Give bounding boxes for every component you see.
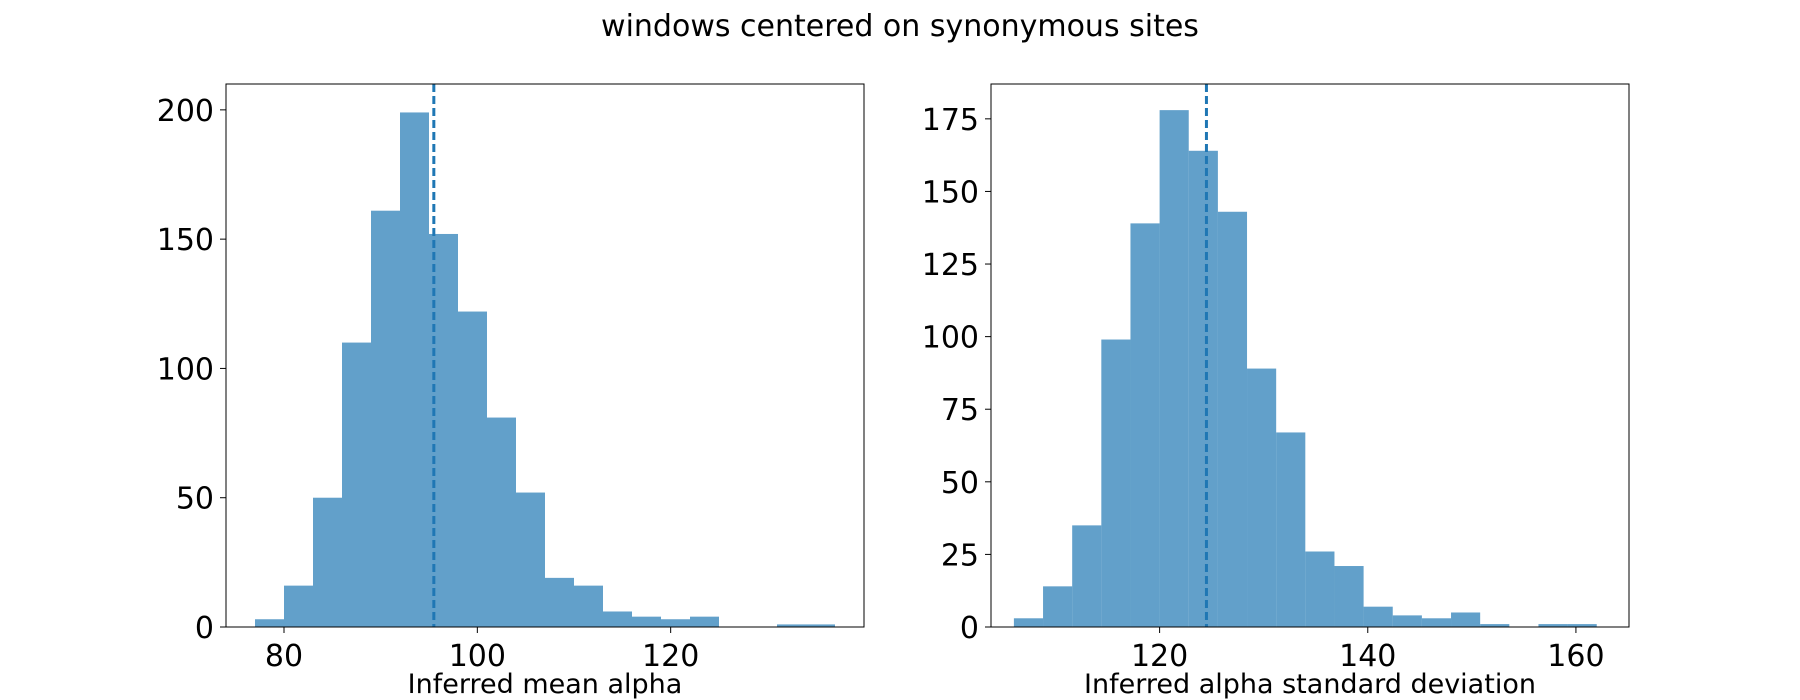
histogram-bar [342,342,371,627]
y-tick-label: 0 [960,611,979,646]
histogram-bar [690,616,719,627]
y-tick-label: 200 [157,94,214,129]
y-tick-label: 100 [922,321,979,356]
x-axis-label: Inferred mean alpha [408,669,683,700]
y-tick-label: 150 [922,175,979,210]
y-tick-label: 100 [157,352,214,387]
histogram-bar [1043,586,1073,627]
histogram-bar [574,585,603,627]
histogram-bar [1451,612,1481,627]
histogram-bar [545,577,574,627]
y-tick-label: 25 [941,538,979,573]
histogram-bar [1276,432,1306,627]
histogram-bar [1567,624,1597,627]
histogram-bar [1217,211,1248,627]
histogram-bar [1130,223,1160,627]
subplot-mean-alpha: 0 50 100 150 200 80 100 120 Inferred mean alph… [157,83,865,700]
x-tick-label: 140 [1339,639,1396,674]
subplot-alpha-std: 0 25 50 75 100 125 150 175 120 140 160 Inferred a… [922,83,1630,700]
histogram-bar [400,112,429,627]
bars [1013,110,1597,628]
histogram-bar [1538,624,1568,627]
histogram-bar [313,497,342,627]
histogram-bar [255,619,284,627]
figure-suptitle: windows centered on synonymous sites [601,9,1199,44]
histogram-bar [1305,551,1335,627]
histogram-bar [1247,368,1277,627]
x-tick-label: 120 [642,639,699,674]
y-tick-label: 50 [176,482,214,517]
y-tick-label: 175 [922,103,979,138]
plot-frame [990,83,1630,628]
y-tick-label: 125 [922,248,979,283]
histogram-bar [1101,339,1131,627]
histogram-bar [632,616,661,627]
histogram-bar [284,585,313,627]
plot-frame [225,83,865,628]
bars [255,112,835,627]
y-ticks: 0 25 50 75 100 125 150 175 [922,103,991,646]
histogram-bar [806,624,835,627]
x-tick-label: 80 [265,639,303,674]
histogram-bar [487,417,516,627]
histogram-bar [1188,150,1218,627]
histogram-bar [371,210,400,627]
histogram-bar [516,492,545,627]
y-tick-label: 150 [157,223,214,258]
x-axis-label: Inferred alpha standard deviation [1084,669,1536,700]
histogram-bar [1421,618,1452,627]
histogram-bar [1159,110,1189,628]
x-tick-label: 100 [449,639,506,674]
histogram-bar [777,624,806,627]
y-tick-label: 0 [195,611,214,646]
y-tick-label: 50 [941,466,979,501]
histogram-bar [458,311,487,627]
histogram-bar [1072,525,1102,627]
histogram-bar [603,611,632,627]
y-tick-label: 75 [941,393,979,428]
histogram-bar [1013,618,1044,627]
x-tick-label: 120 [1131,639,1188,674]
histogram-bar [429,233,458,627]
histogram-bar [1392,615,1422,627]
x-tick-label: 160 [1547,639,1604,674]
x-ticks: 120 140 160 [1131,627,1605,674]
histogram-bar [661,619,690,627]
x-ticks: 80 100 120 [265,627,699,674]
histogram-bar [1334,566,1364,627]
histogram-bar [1480,624,1510,627]
y-ticks: 0 50 100 150 200 [157,94,226,646]
histogram-bar [1363,606,1393,627]
